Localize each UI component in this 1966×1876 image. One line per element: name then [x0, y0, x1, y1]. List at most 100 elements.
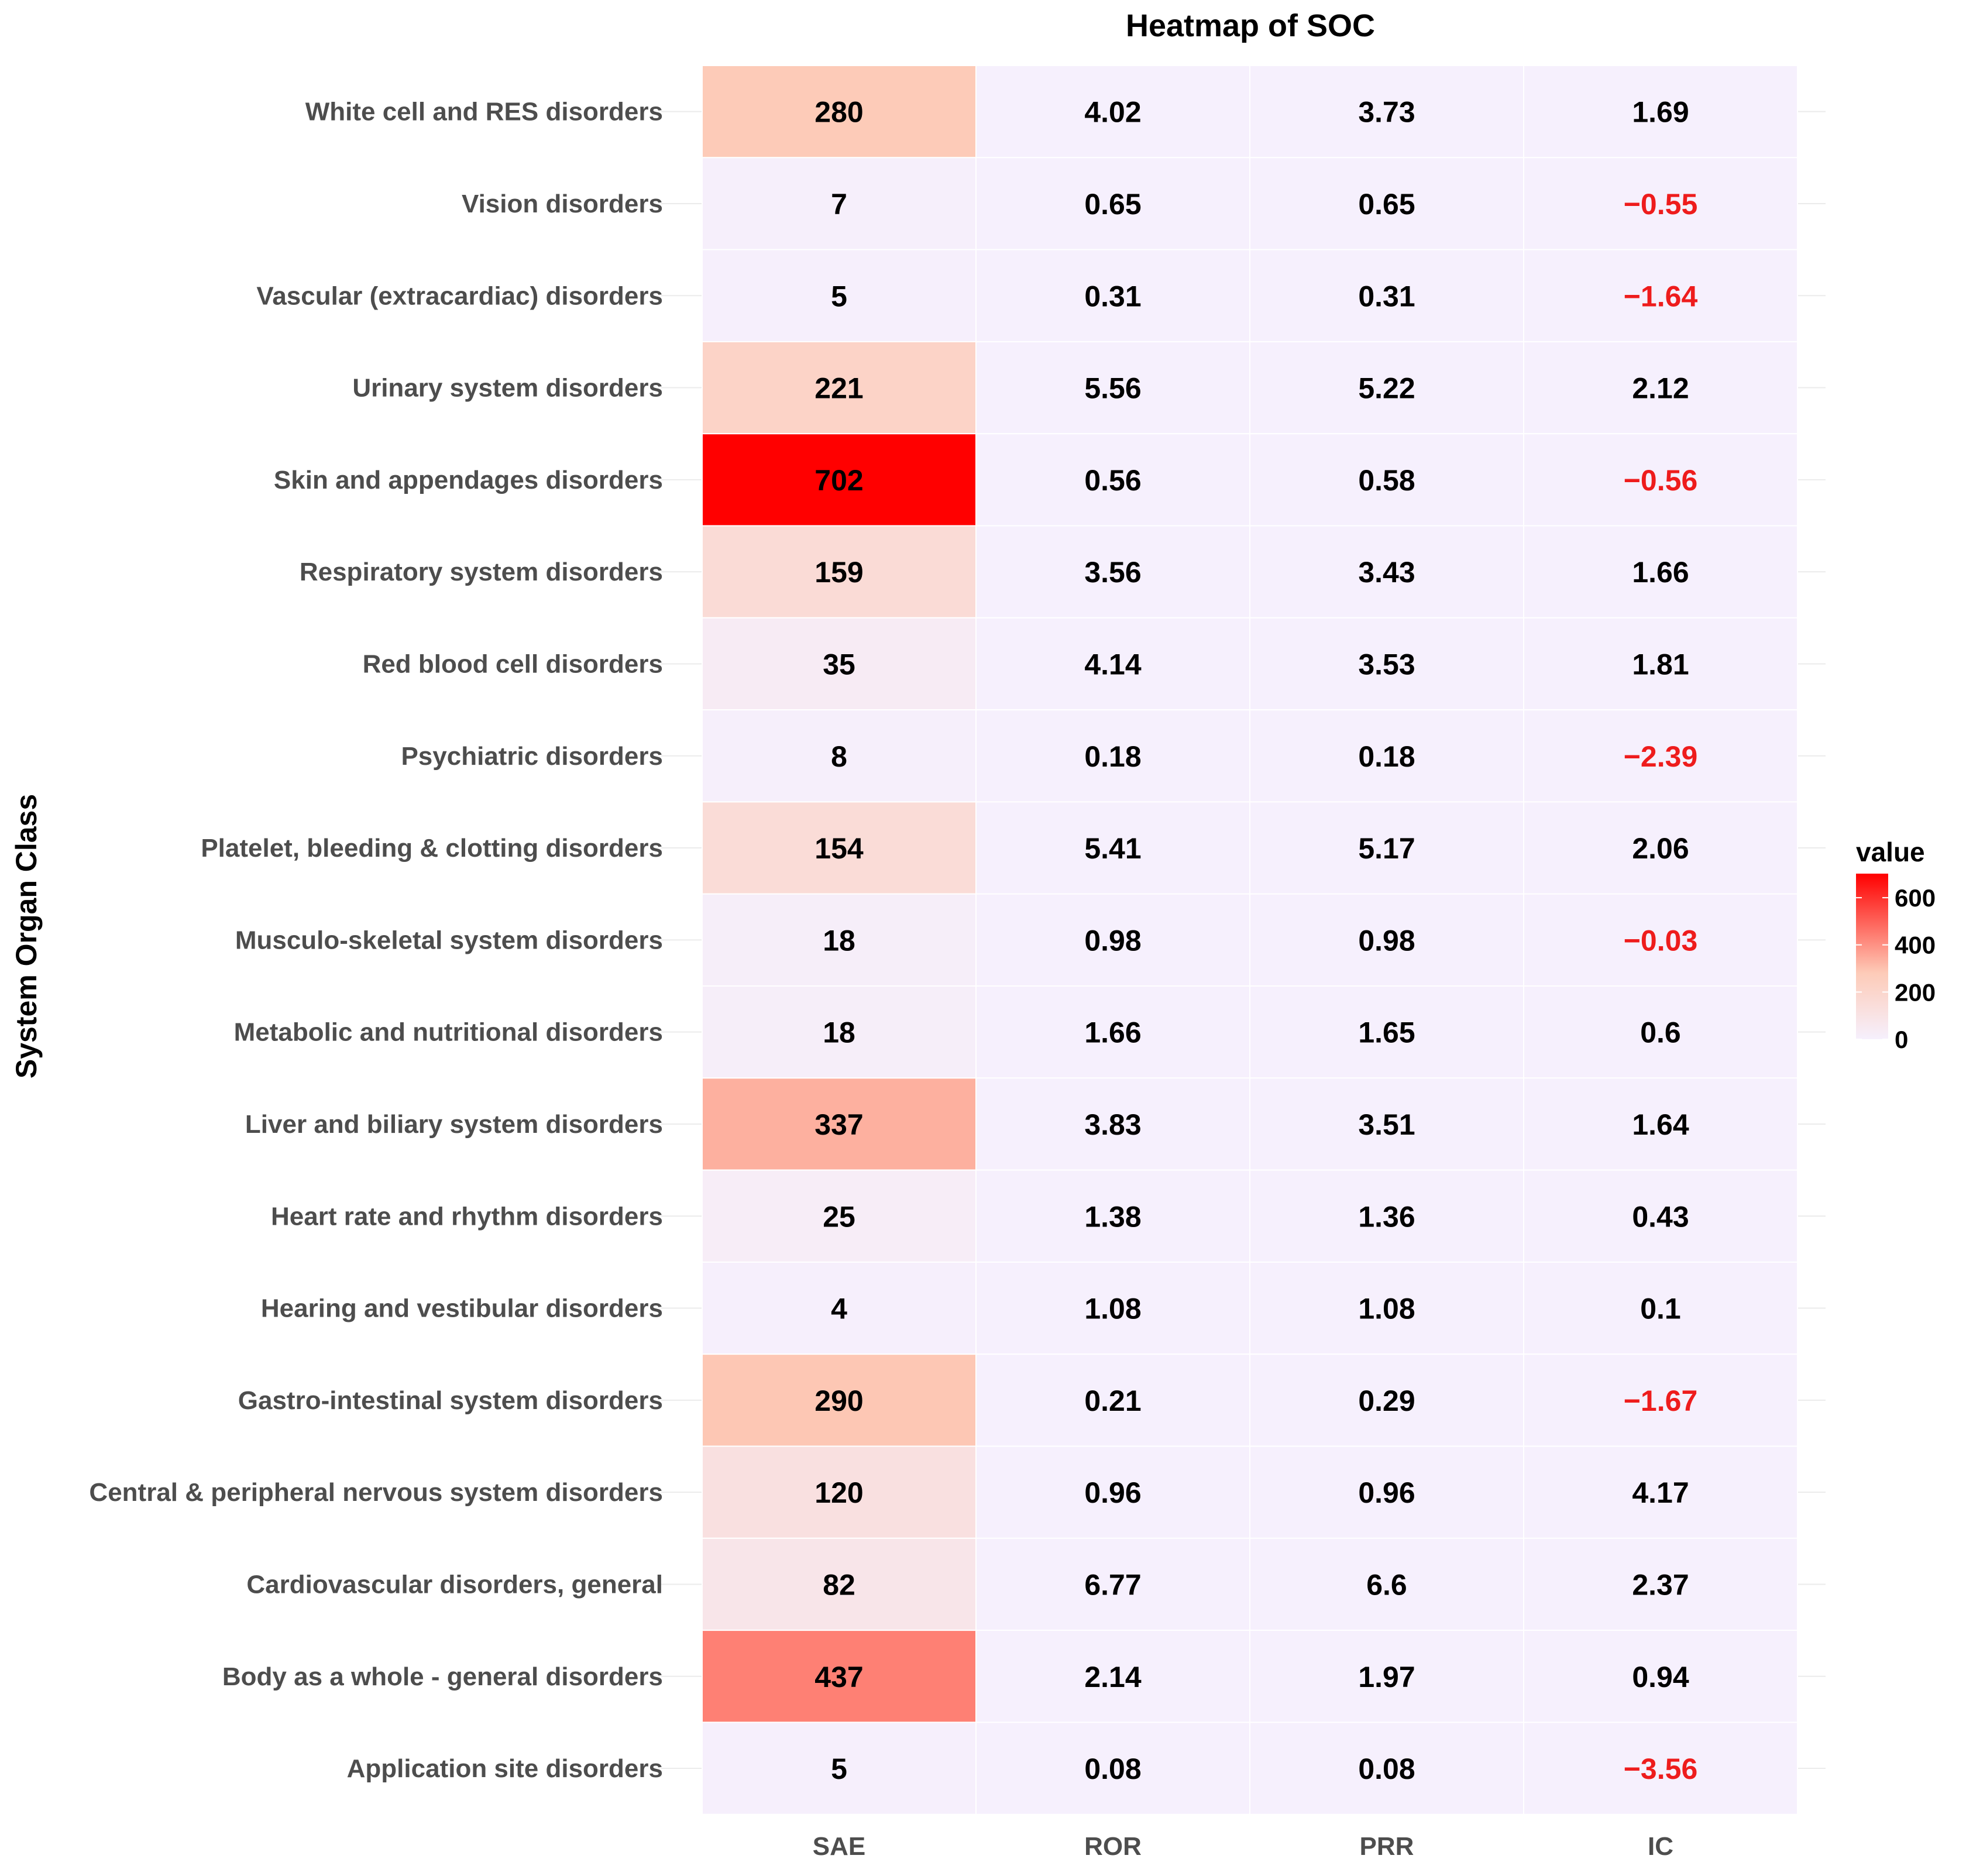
cell-value-label: 1.36 — [1358, 1200, 1415, 1233]
heatmap-cell — [1249, 525, 1524, 619]
cell-value-label: 0.1 — [1640, 1293, 1681, 1325]
row-label: Body as a whole - general disorders — [222, 1662, 663, 1691]
x-axis-tick-labels: SAE ROR PRR IC — [813, 1832, 1673, 1861]
heatmap-cell — [1249, 341, 1524, 435]
legend-tick-label: 0 — [1895, 1026, 1908, 1053]
heatmap-cell — [1249, 893, 1524, 987]
cell-value-label: 1.97 — [1358, 1661, 1415, 1693]
cell-value-label: 1.38 — [1084, 1200, 1141, 1233]
row-label: Red blood cell disorders — [363, 650, 663, 678]
heatmap-cells — [702, 65, 1798, 1815]
heatmap-cell — [975, 341, 1250, 435]
cell-value-label: 159 — [814, 556, 863, 589]
heatmap-cell — [975, 1261, 1250, 1355]
heatmap-cell — [1523, 985, 1798, 1079]
heatmap-cell — [702, 1630, 977, 1723]
row-label: Vision disorders — [462, 190, 663, 218]
cell-value-label: 4.17 — [1632, 1476, 1689, 1509]
heatmap-cell — [1249, 985, 1524, 1079]
heatmap-cell — [1523, 1537, 1798, 1631]
cell-value-label: 3.83 — [1084, 1108, 1141, 1141]
cell-value-label: 6.77 — [1084, 1568, 1141, 1601]
cell-value-label: 18 — [823, 924, 855, 957]
heatmap-cell — [702, 709, 977, 803]
legend-title: value — [1856, 837, 1925, 867]
cell-value-label: 280 — [814, 96, 863, 129]
heatmap-cell — [702, 433, 977, 527]
heatmap-cell — [975, 985, 1250, 1079]
cell-value-label: 6.6 — [1366, 1568, 1407, 1601]
row-label: Vascular (extracardiac) disorders — [256, 281, 663, 310]
row-label: White cell and RES disorders — [305, 98, 663, 126]
cell-value-label: 120 — [814, 1476, 863, 1509]
cell-value-label: 0.08 — [1084, 1753, 1141, 1785]
heatmap-cell — [975, 525, 1250, 619]
cell-value-label: −0.03 — [1624, 924, 1698, 957]
cell-value-label: 8 — [831, 740, 847, 773]
cell-value-label: 1.08 — [1358, 1293, 1415, 1325]
cell-value-label: 2.06 — [1632, 832, 1689, 865]
heatmap-cell — [702, 893, 977, 987]
heatmap-cell — [702, 1353, 977, 1447]
heatmap-cell — [1523, 249, 1798, 342]
legend-tick-label: 600 — [1895, 884, 1936, 912]
row-label: Metabolic and nutritional disorders — [234, 1018, 663, 1047]
heatmap-cell — [975, 433, 1250, 527]
heatmap-cell — [975, 801, 1250, 895]
heatmap-cell — [1249, 1077, 1524, 1171]
heatmap-cell — [1249, 1445, 1524, 1539]
heatmap-cell — [702, 1537, 977, 1631]
heatmap-cell — [1523, 1630, 1798, 1723]
cell-value-label: −0.56 — [1624, 464, 1698, 497]
cell-value-label: 0.94 — [1632, 1661, 1689, 1693]
cell-value-label: 0.98 — [1084, 924, 1141, 957]
cell-value-label: 221 — [814, 372, 863, 405]
cell-value-label: −1.64 — [1624, 280, 1698, 312]
cell-value-label: 5 — [831, 280, 847, 312]
heatmap-cell — [1249, 1537, 1524, 1631]
heatmap-cell — [1523, 1261, 1798, 1355]
cell-value-label: 25 — [823, 1200, 855, 1233]
heatmap-cell — [1523, 801, 1798, 895]
cell-value-label: 702 — [814, 464, 863, 497]
column-label: PRR — [1360, 1832, 1414, 1861]
cell-value-label: 154 — [814, 832, 864, 865]
cell-value-label: 0.18 — [1358, 740, 1415, 773]
color-legend: value 0 200 400 600 — [1856, 837, 1936, 1053]
heatmap-cell — [1523, 65, 1798, 159]
heatmap-cell — [975, 709, 1250, 803]
cell-value-label: 18 — [823, 1016, 855, 1049]
cell-value-label: 1.81 — [1632, 648, 1689, 681]
cell-value-label: 2.37 — [1632, 1568, 1689, 1601]
row-label: Application site disorders — [347, 1754, 663, 1783]
heatmap-cell — [702, 249, 977, 342]
cell-value-label: 0.21 — [1084, 1384, 1141, 1417]
cell-value-label: 0.98 — [1358, 924, 1415, 957]
cell-value-label: 337 — [814, 1108, 863, 1141]
cell-value-label: 0.29 — [1358, 1384, 1415, 1417]
chart-title: Heatmap of SOC — [1126, 8, 1375, 43]
cell-value-label: −1.67 — [1624, 1384, 1698, 1417]
row-label: Cardiovascular disorders, general — [246, 1570, 663, 1599]
heatmap-cell — [975, 1169, 1250, 1263]
cell-value-label: 4 — [831, 1293, 847, 1325]
cell-value-label: 0.08 — [1358, 1753, 1415, 1785]
cell-value-label: 7 — [831, 188, 847, 221]
cell-value-label: 0.43 — [1632, 1200, 1689, 1233]
cell-value-label: 5.22 — [1358, 372, 1415, 405]
heatmap-cell — [1523, 617, 1798, 711]
cell-value-label: 4.14 — [1084, 648, 1142, 681]
cell-value-label: 0.56 — [1084, 464, 1141, 497]
cell-value-label: 35 — [823, 648, 855, 681]
cell-value-label: 3.56 — [1084, 556, 1141, 589]
cell-value-label: 437 — [814, 1661, 863, 1693]
cell-value-label: 4.02 — [1084, 96, 1141, 129]
cell-value-label: 0.6 — [1640, 1016, 1681, 1049]
cell-value-label: 5.17 — [1358, 832, 1415, 865]
cell-value-label: 1.08 — [1084, 1293, 1141, 1325]
heatmap-cell — [1249, 709, 1524, 803]
cell-value-label: 0.96 — [1084, 1476, 1141, 1509]
heatmap-cell — [1249, 249, 1524, 342]
cell-value-label: 1.66 — [1632, 556, 1689, 589]
cell-value-label: 5.56 — [1084, 372, 1141, 405]
